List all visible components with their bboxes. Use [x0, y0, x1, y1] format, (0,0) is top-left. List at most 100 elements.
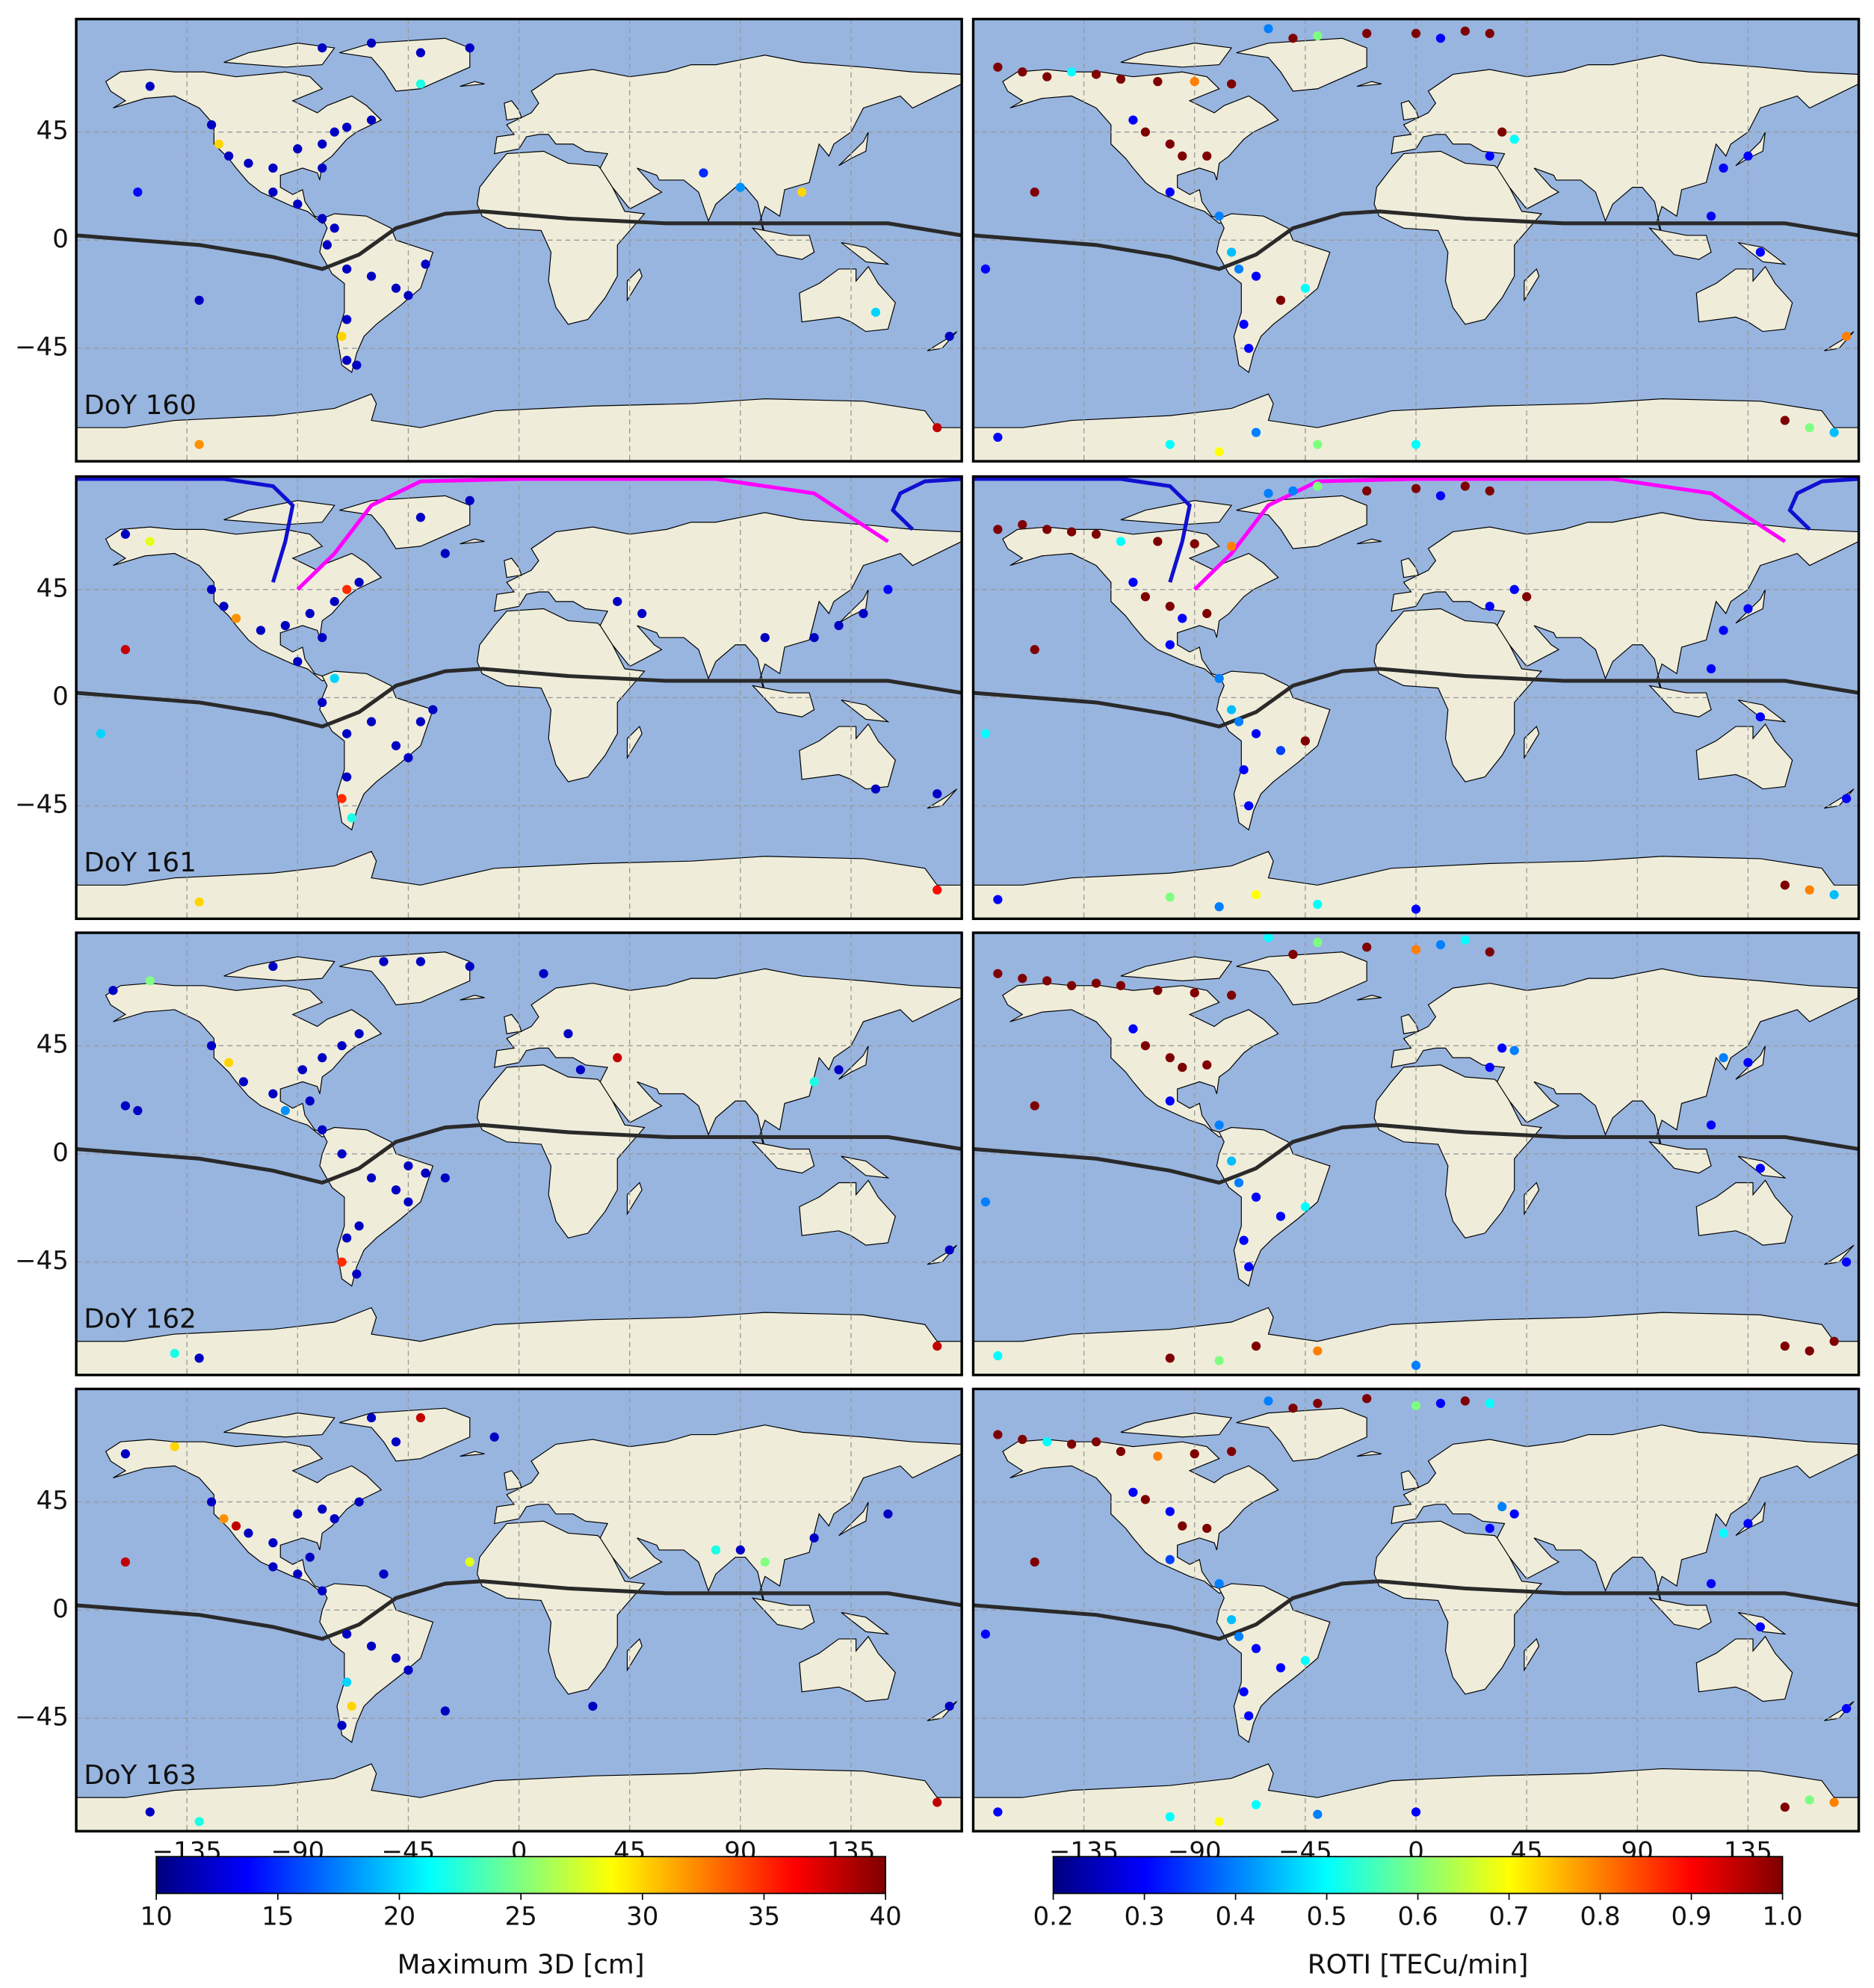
station: [1362, 942, 1372, 952]
station: [231, 614, 241, 623]
station: [297, 1065, 308, 1075]
land: [1735, 589, 1766, 624]
station: [1030, 1557, 1039, 1567]
land: [1648, 685, 1712, 717]
station: [1264, 24, 1273, 34]
land: [841, 700, 890, 723]
station: [1435, 491, 1446, 501]
station: [440, 549, 450, 558]
land: [838, 1501, 869, 1537]
land: [1356, 81, 1382, 87]
station: [637, 608, 647, 619]
land: [460, 81, 485, 87]
station: [1234, 1178, 1244, 1188]
station: [354, 578, 364, 587]
station: [352, 360, 362, 370]
station: [1313, 31, 1323, 41]
colorbar-tick-label: 25: [505, 1901, 537, 1931]
station: [1234, 717, 1244, 726]
land: [751, 227, 815, 260]
panel-title: DoY 162: [84, 1304, 197, 1335]
station: [1128, 578, 1138, 587]
station: [280, 1105, 290, 1116]
station: [337, 1041, 347, 1051]
station: [244, 1528, 253, 1538]
station: [1485, 602, 1494, 611]
station: [1190, 988, 1199, 998]
station: [1067, 981, 1077, 990]
station: [1313, 481, 1323, 491]
station: [1719, 626, 1728, 635]
land: [626, 725, 643, 759]
station: [1234, 264, 1244, 274]
station: [1275, 746, 1286, 756]
land: [1737, 700, 1787, 723]
station: [120, 1557, 130, 1567]
map-panel: [973, 19, 1859, 462]
station: [415, 513, 426, 522]
land: [493, 55, 962, 236]
colorbar-tick-label: 1.0: [1763, 1901, 1803, 1931]
station: [1460, 1396, 1470, 1406]
station: [145, 976, 155, 986]
station: [1030, 645, 1039, 655]
panel-frame: [971, 931, 1861, 1377]
land: [799, 723, 896, 790]
station: [428, 705, 438, 714]
station: [322, 240, 332, 250]
station: [318, 1504, 327, 1514]
station: [1165, 1812, 1175, 1822]
station: [354, 1028, 364, 1039]
station: [268, 187, 278, 197]
station: [206, 1041, 217, 1051]
station: [391, 1653, 401, 1663]
station: [1190, 76, 1199, 87]
station: [1018, 519, 1027, 530]
station: [465, 961, 474, 972]
station: [1227, 79, 1237, 89]
map-panel: [973, 1389, 1859, 1832]
panel-frame: [75, 17, 963, 463]
station: [1165, 1555, 1175, 1564]
colorbar-tick-label: 20: [383, 1901, 415, 1931]
station: [1202, 1060, 1212, 1070]
panel-frame: [971, 1387, 1861, 1833]
land: [1524, 268, 1540, 302]
station: [1805, 1346, 1814, 1356]
station: [268, 961, 278, 972]
oval-line: [1193, 477, 1787, 591]
station: [797, 187, 807, 197]
station: [403, 1197, 413, 1207]
station: [403, 1665, 413, 1675]
station: [342, 315, 352, 324]
terminator: [973, 1579, 1859, 1641]
station: [859, 608, 868, 619]
station: [403, 1161, 413, 1171]
station: [1214, 902, 1224, 912]
station: [1706, 664, 1716, 674]
panel-title: DoY 160: [84, 390, 197, 421]
station: [1178, 1521, 1187, 1531]
land: [1356, 1451, 1382, 1457]
station: [318, 1053, 327, 1063]
station: [415, 1413, 426, 1423]
station: [1460, 935, 1470, 945]
station: [1362, 1394, 1372, 1404]
station: [1755, 1164, 1766, 1173]
station: [980, 729, 991, 738]
station: [1300, 736, 1311, 746]
map-panel: [76, 1389, 962, 1832]
station: [108, 986, 118, 995]
station: [391, 1437, 401, 1447]
panel-title: DoY 163: [84, 1760, 197, 1791]
land: [493, 968, 962, 1149]
colorbar-label: Maximum 3D [cm]: [398, 1949, 645, 1980]
station: [1116, 1446, 1126, 1457]
station: [1227, 541, 1237, 552]
terminator: [973, 667, 1859, 729]
station: [194, 1817, 204, 1827]
station: [1251, 271, 1261, 281]
station: [1300, 1655, 1311, 1665]
station: [1116, 537, 1126, 546]
station: [214, 139, 224, 149]
